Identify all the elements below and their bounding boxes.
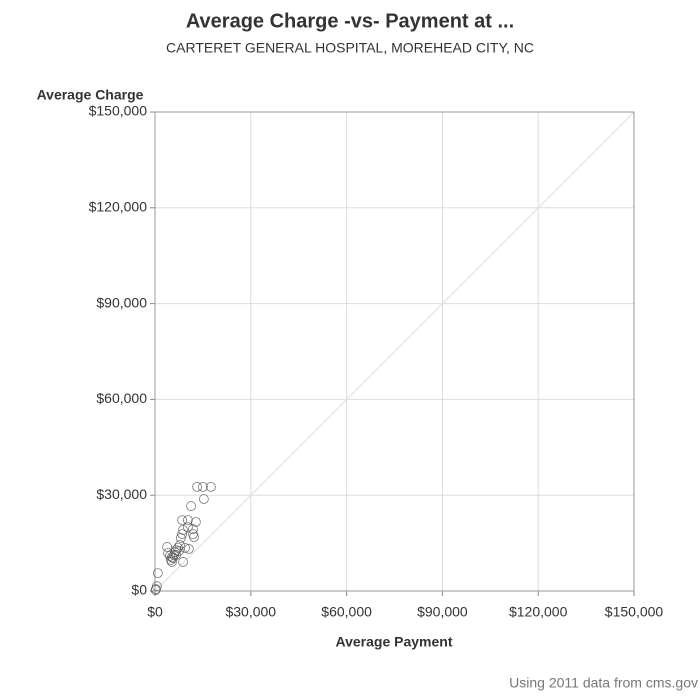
scatter-point	[162, 542, 173, 552]
scatter-point	[177, 515, 188, 526]
y-tick-label: $150,000	[89, 103, 148, 119]
scatter-point	[188, 529, 198, 540]
scatter-point	[178, 557, 189, 567]
x-axis-label: Average Payment	[336, 634, 453, 650]
x-tick-label: $120,000	[509, 604, 568, 620]
scatter-point	[180, 542, 190, 553]
reference-line	[154, 111, 635, 592]
x-tick-label: $150,000	[605, 604, 664, 620]
scatter-point	[152, 568, 163, 579]
y-tick-label: $0	[131, 582, 147, 598]
x-tick-label: $30,000	[225, 604, 276, 620]
scatter-point	[165, 550, 175, 561]
x-tick-label: $90,000	[417, 604, 468, 620]
scatter-point	[174, 546, 184, 556]
scatter-point	[183, 543, 194, 554]
scatter-point	[190, 517, 201, 527]
scatter-point	[192, 481, 203, 492]
scatter-point	[188, 524, 198, 534]
plot-frame	[154, 111, 635, 592]
chart-subtitle: CARTERET GENERAL HOSPITAL, MOREHEAD CITY…	[166, 40, 534, 56]
y-tick-label: $120,000	[89, 199, 148, 215]
scatter-point	[152, 581, 162, 592]
scatter-point	[177, 529, 188, 540]
scatter-point	[175, 533, 186, 543]
scatter-point	[205, 481, 216, 492]
scatter-point	[175, 540, 185, 550]
y-tick-label: $30,000	[96, 486, 147, 502]
chart-title: Average Charge -vs- Payment at ...	[186, 10, 514, 32]
y-axis-label: Average Charge	[37, 87, 144, 103]
scatter-point	[186, 501, 196, 511]
scatter-point	[178, 525, 189, 535]
scatter-point	[182, 522, 193, 533]
scatter-point	[182, 515, 193, 526]
y-tick-label: $90,000	[96, 294, 147, 310]
scatter-point	[171, 550, 181, 560]
scatter-point	[197, 481, 208, 492]
scatter-point	[198, 494, 209, 504]
x-tick-label: $60,000	[321, 604, 372, 620]
footnote: Using 2011 data from cms.gov	[509, 675, 698, 691]
x-tick-label: $0	[147, 604, 163, 620]
y-tick-label: $60,000	[96, 390, 147, 406]
